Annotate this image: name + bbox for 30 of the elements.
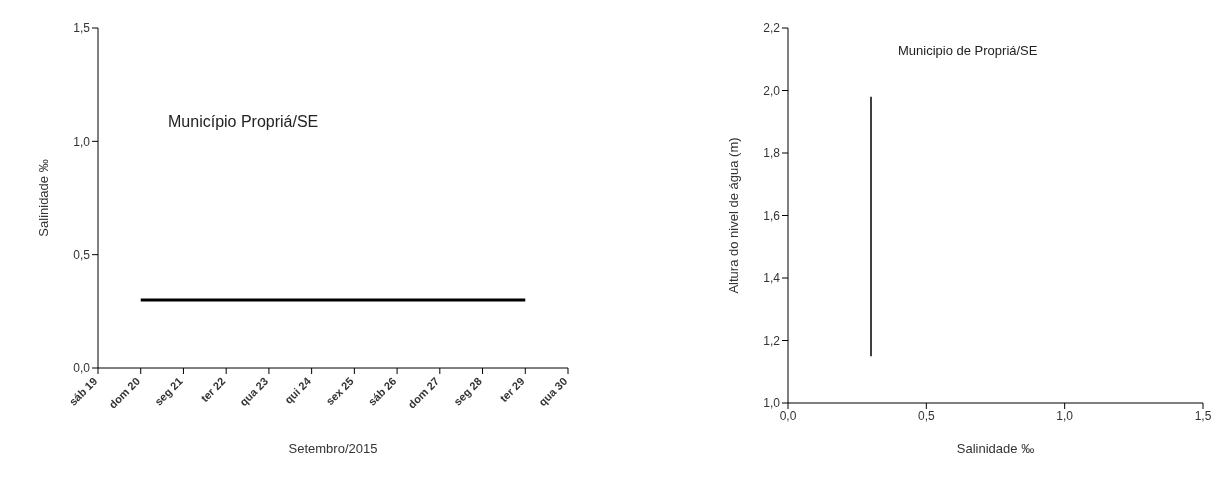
x-tick-label: sáb 26 [365, 374, 399, 408]
y-axis-title: Altura do nivel de água (m) [725, 137, 741, 294]
y-tick-label: 2,2 [763, 21, 781, 36]
y-tick-label: 2,0 [763, 83, 781, 98]
x-tick-label: sex 25 [323, 374, 356, 408]
x-tick-label: 1,5 [1194, 408, 1212, 423]
y-tick-label: 0,0 [73, 361, 91, 376]
x-axis-title: Setembro/2015 [288, 441, 378, 456]
x-tick-label: ter 22 [198, 374, 228, 405]
y-tick-label: 1,5 [73, 21, 91, 36]
y-tick-label: 0,5 [73, 247, 91, 262]
x-axis-title: Salinidade ‰ [956, 441, 1035, 456]
x-tick-label: 0,0 [779, 408, 797, 423]
x-tick-label: qua 23 [237, 374, 271, 409]
y-tick-label: 1,2 [763, 333, 781, 348]
x-tick-label: qua 30 [536, 374, 570, 409]
y-tick-label: 1,0 [73, 134, 91, 149]
x-tick-label: 1,0 [1056, 408, 1074, 423]
x-tick-label: sáb 19 [66, 374, 100, 408]
y-axis-title: Salinidade ‰ [35, 159, 51, 237]
x-tick-label: 0,5 [917, 408, 935, 423]
y-tick-label: 1,6 [763, 208, 781, 223]
x-tick-label: qui 24 [282, 374, 314, 406]
y-tick-label: 1,8 [763, 146, 781, 161]
x-tick-label: ter 29 [497, 374, 527, 405]
annotation: Municipio de Propriá/SE [898, 43, 1038, 58]
y-tick-label: 1,4 [763, 271, 781, 286]
annotation: Município Propriá/SE [168, 113, 319, 131]
x-tick-label: seg 21 [152, 374, 185, 408]
x-tick-label: seg 28 [451, 374, 484, 408]
